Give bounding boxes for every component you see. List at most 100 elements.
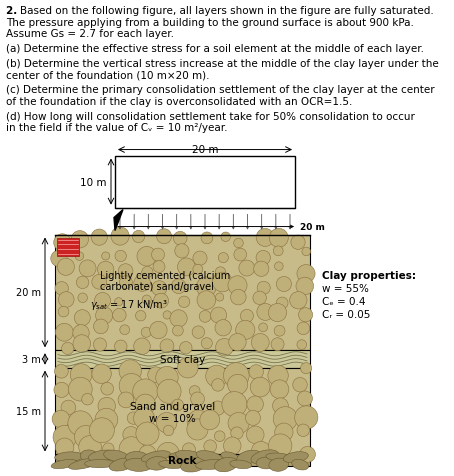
Circle shape [275, 423, 293, 441]
Circle shape [98, 397, 115, 415]
Circle shape [223, 363, 249, 388]
Circle shape [142, 267, 153, 278]
Circle shape [252, 441, 271, 460]
Circle shape [114, 340, 127, 353]
Ellipse shape [141, 451, 170, 462]
Circle shape [94, 293, 111, 309]
Circle shape [178, 297, 190, 308]
Text: w = 10%: w = 10% [149, 413, 196, 423]
Circle shape [89, 418, 114, 443]
Text: Cₑ = 0.4: Cₑ = 0.4 [322, 297, 365, 307]
Ellipse shape [176, 450, 207, 464]
Text: Soft clay: Soft clay [160, 354, 205, 364]
Circle shape [58, 307, 69, 317]
Circle shape [256, 229, 274, 247]
Ellipse shape [283, 452, 308, 463]
Bar [55, 350, 310, 368]
Circle shape [82, 394, 93, 405]
Circle shape [74, 310, 90, 326]
Ellipse shape [269, 458, 289, 471]
Text: 2.: 2. [6, 6, 21, 16]
Circle shape [296, 278, 314, 295]
Circle shape [222, 392, 247, 417]
Ellipse shape [84, 459, 115, 468]
Ellipse shape [124, 458, 152, 471]
Circle shape [96, 307, 113, 325]
Text: 20 m: 20 m [300, 223, 325, 231]
Ellipse shape [214, 457, 237, 472]
Circle shape [301, 363, 312, 374]
Circle shape [157, 229, 172, 244]
Circle shape [276, 298, 288, 309]
Circle shape [297, 391, 312, 406]
Circle shape [91, 229, 107, 246]
Circle shape [297, 322, 310, 335]
Bar [55, 235, 310, 350]
Circle shape [271, 338, 284, 351]
Circle shape [212, 273, 232, 292]
Circle shape [135, 394, 155, 415]
Circle shape [123, 426, 139, 443]
Circle shape [275, 262, 283, 271]
Circle shape [135, 311, 146, 321]
Bar [55, 455, 310, 466]
Circle shape [119, 437, 144, 462]
Text: Cᵣ = 0.05: Cᵣ = 0.05 [322, 309, 370, 319]
Text: $\gamma_{sat}$ = 17 kN/m³: $\gamma_{sat}$ = 17 kN/m³ [90, 298, 168, 311]
Text: 3 m: 3 m [22, 354, 41, 364]
Circle shape [290, 292, 307, 309]
Ellipse shape [125, 452, 148, 463]
Circle shape [137, 247, 157, 267]
Circle shape [228, 276, 247, 295]
Circle shape [79, 436, 101, 458]
Text: (d) How long will consolidation settlement take for 50% consolidation to occur: (d) How long will consolidation settleme… [6, 111, 415, 121]
Circle shape [193, 265, 203, 275]
Circle shape [295, 406, 318, 429]
Circle shape [231, 290, 246, 305]
Circle shape [79, 260, 96, 277]
Circle shape [257, 282, 270, 295]
Ellipse shape [168, 452, 188, 460]
Circle shape [298, 308, 313, 322]
Circle shape [249, 365, 263, 379]
Circle shape [156, 367, 178, 389]
Circle shape [268, 366, 288, 386]
Circle shape [118, 264, 133, 279]
Ellipse shape [251, 450, 279, 464]
Circle shape [200, 410, 220, 430]
Circle shape [152, 281, 167, 296]
Ellipse shape [230, 460, 252, 469]
Circle shape [55, 438, 74, 456]
Circle shape [148, 367, 164, 383]
Circle shape [76, 277, 89, 289]
Circle shape [197, 291, 216, 310]
Ellipse shape [196, 451, 223, 463]
Circle shape [206, 366, 227, 387]
Circle shape [152, 248, 164, 261]
Ellipse shape [221, 452, 238, 461]
Circle shape [172, 399, 183, 411]
Circle shape [272, 398, 288, 414]
Circle shape [119, 374, 143, 398]
Circle shape [133, 408, 154, 429]
Circle shape [119, 276, 132, 289]
Circle shape [293, 377, 307, 392]
Circle shape [276, 277, 291, 292]
Circle shape [268, 434, 292, 457]
Ellipse shape [109, 458, 135, 471]
Circle shape [180, 342, 192, 354]
Circle shape [178, 357, 198, 378]
Bar [57, 238, 79, 256]
Circle shape [54, 382, 69, 397]
Bar [115, 156, 295, 208]
Circle shape [193, 251, 207, 266]
Circle shape [199, 311, 211, 323]
Circle shape [300, 446, 316, 462]
Circle shape [74, 426, 97, 448]
Circle shape [229, 334, 246, 351]
Circle shape [141, 327, 151, 337]
Circle shape [215, 320, 231, 336]
Ellipse shape [104, 450, 128, 462]
Circle shape [216, 293, 224, 301]
Ellipse shape [291, 459, 309, 470]
